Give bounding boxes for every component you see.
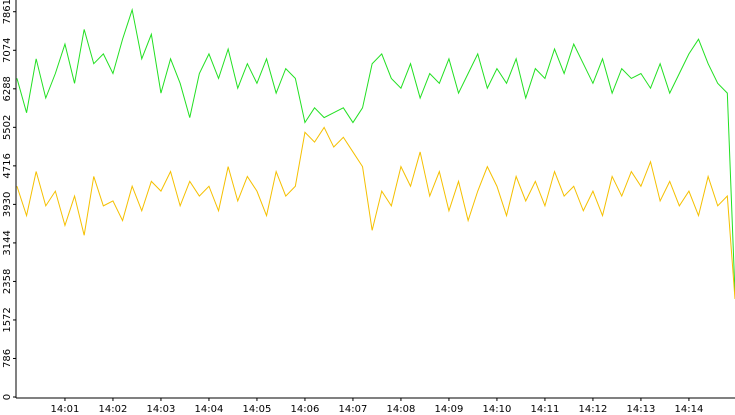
- x-tick-label: 14:11: [531, 404, 560, 415]
- y-tick-label: 5502: [2, 115, 13, 140]
- x-tick-label: 14:08: [387, 404, 416, 415]
- x-tick-label: 14:03: [147, 404, 176, 415]
- x-tick-label: 14:07: [339, 404, 368, 415]
- x-tick-label: 14:10: [483, 404, 512, 415]
- x-tick-label: 14:01: [51, 404, 80, 415]
- y-tick-label: 7861: [2, 0, 13, 24]
- x-tick-label: 14:04: [195, 404, 224, 415]
- y-tick-label: 3930: [2, 192, 13, 217]
- y-tick-label: 7074: [2, 38, 13, 63]
- series-line: [16, 126, 735, 300]
- x-tick-label: 14:14: [675, 404, 704, 415]
- series-line: [16, 7, 735, 295]
- x-tick-label: 14:06: [291, 404, 320, 415]
- y-tick-label: 6288: [2, 76, 13, 101]
- x-tick-label: 14:02: [99, 404, 128, 415]
- x-tick-label: 14:13: [627, 404, 656, 415]
- y-tick-label: 1572: [2, 307, 13, 332]
- y-tick-label: 0: [2, 394, 13, 400]
- y-tick-label: 786: [2, 349, 13, 368]
- x-tick-label: 14:12: [579, 404, 608, 415]
- x-tick-label: 14:09: [435, 404, 464, 415]
- y-tick-label: 3144: [2, 230, 13, 255]
- x-tick-label: 14:05: [243, 404, 272, 415]
- y-tick-label: 2358: [2, 269, 13, 294]
- y-tick-label: 4716: [2, 153, 13, 178]
